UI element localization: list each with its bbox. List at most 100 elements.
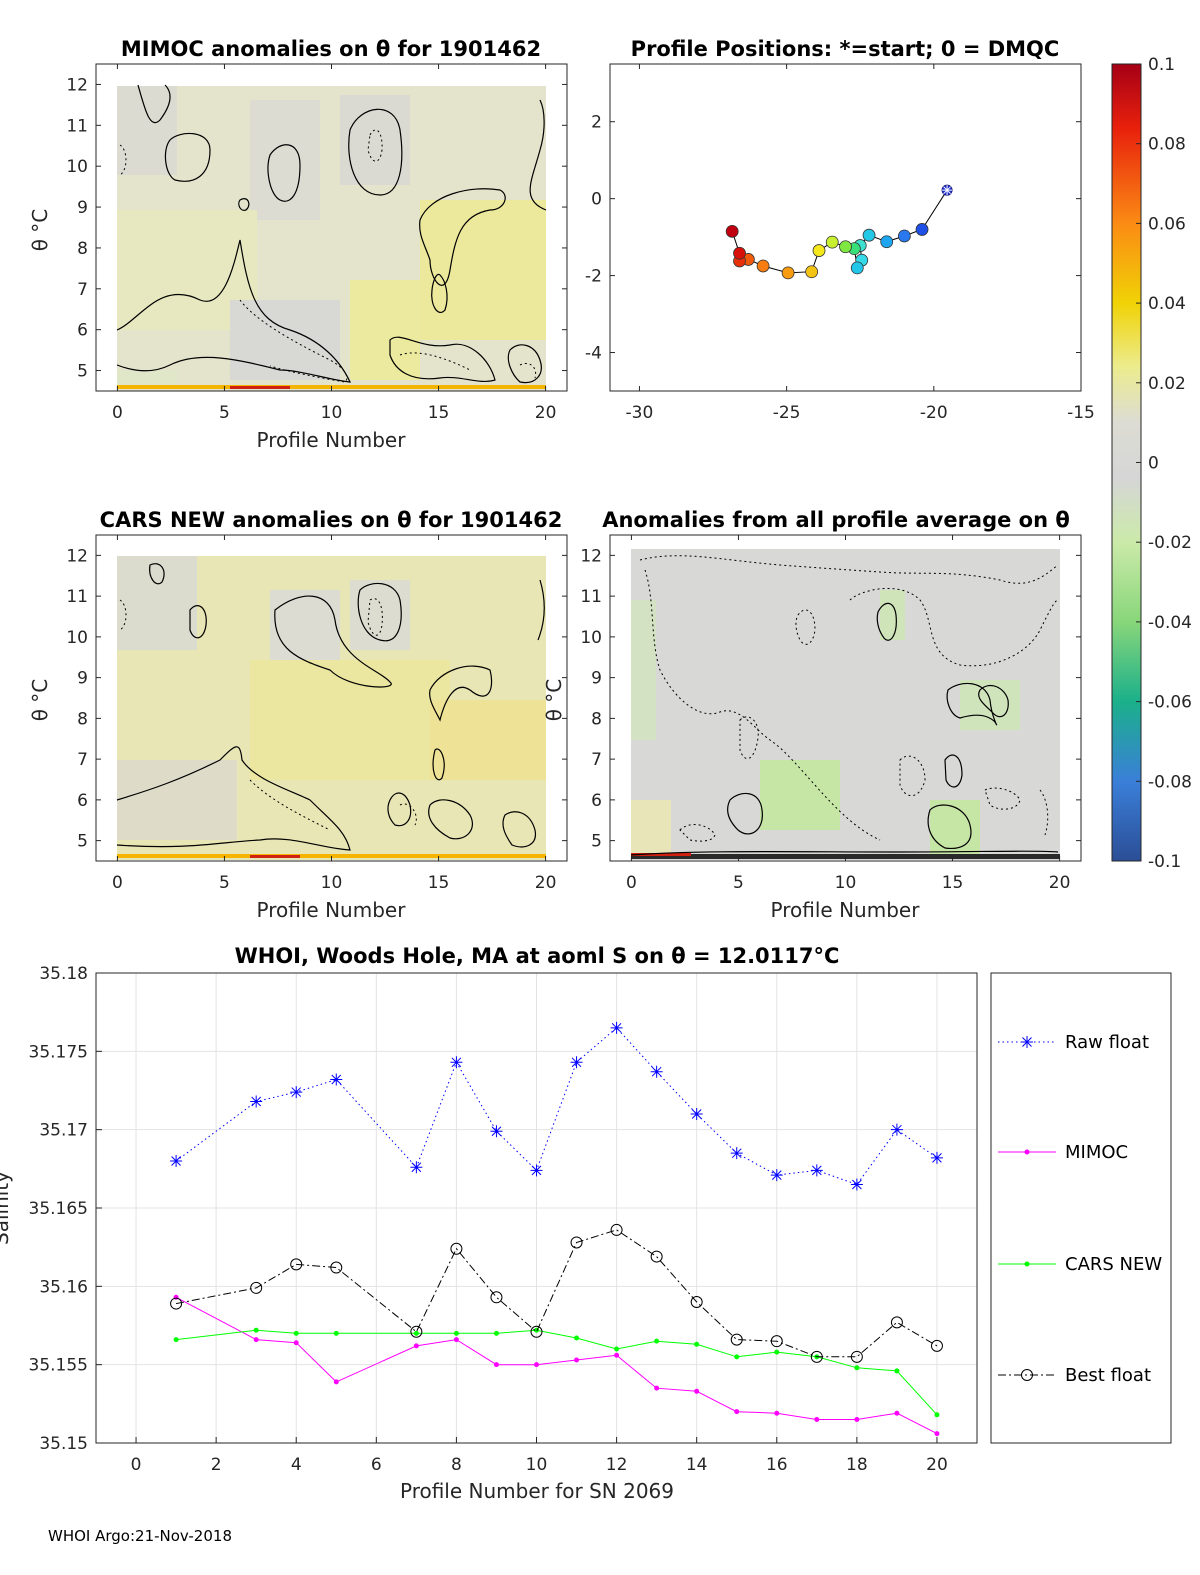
- y-tick-label: 7: [77, 280, 88, 300]
- salinity-title: WHOI, Woods Hole, MA at aoml S on θ = 12…: [235, 944, 840, 968]
- data-point: [610, 1223, 623, 1236]
- data-point: [894, 1410, 900, 1416]
- x-tick-label: 0: [112, 403, 123, 423]
- profile-position-marker: [839, 240, 852, 254]
- colorbar-tick-label: -0.02: [1148, 533, 1192, 553]
- data-point: [934, 1431, 940, 1437]
- y-tick-label: 12: [580, 546, 602, 566]
- data-point: [450, 1056, 463, 1069]
- profile-position-marker: [915, 223, 929, 236]
- data-point: [534, 1362, 539, 1368]
- cars-contours: [116, 563, 545, 851]
- data-point: [453, 1330, 459, 1336]
- data-point: [814, 1417, 820, 1422]
- colorbar-tick-label: 0.04: [1148, 294, 1186, 314]
- salinity-xlabel: Profile Number for SN 2069: [400, 1479, 674, 1503]
- x-tick-label: 0: [626, 873, 637, 893]
- y-tick-label: 5: [77, 362, 88, 382]
- data-point: [890, 1316, 903, 1329]
- x-tick-label: 18: [846, 1455, 868, 1475]
- data-point: [770, 1335, 783, 1348]
- data-point: [453, 1337, 459, 1343]
- start-star-icon: [942, 185, 953, 196]
- allavg-contours: [630, 602, 1059, 856]
- y-tick-label: 35.155: [29, 1356, 88, 1376]
- x-tick-label: 8: [451, 1455, 462, 1475]
- legend-marker: [1024, 1261, 1030, 1267]
- data-point: [253, 1327, 259, 1333]
- x-tick-label: 4: [291, 1455, 302, 1475]
- mimoc-contours: [116, 84, 547, 384]
- y-tick-label: 6: [77, 791, 88, 811]
- y-tick-label: 7: [77, 750, 88, 770]
- y-tick-label: -4: [585, 344, 602, 364]
- x-tick-label: 15: [942, 873, 964, 893]
- data-point: [890, 1123, 903, 1136]
- data-point: [490, 1291, 503, 1304]
- x-tick-label: 10: [321, 403, 343, 423]
- series-line: [175, 1296, 938, 1435]
- x-tick-label: 20: [1049, 873, 1071, 893]
- x-tick-label: 0: [112, 873, 123, 893]
- x-tick-label: 10: [835, 873, 857, 893]
- x-tick-label: 5: [733, 873, 744, 893]
- data-point: [410, 1161, 423, 1174]
- x-tick-label: 12: [606, 1455, 628, 1475]
- y-tick-label: 10: [66, 628, 88, 648]
- data-point: [730, 1333, 743, 1346]
- colorbar-tick-label: -0.08: [1148, 772, 1192, 792]
- colorbar-tick-label: 0.1: [1148, 55, 1175, 75]
- allavg-ylabel: θ °C: [542, 679, 566, 722]
- data-point: [774, 1410, 780, 1416]
- x-tick-label: 10: [321, 873, 343, 893]
- data-point: [610, 1021, 623, 1034]
- data-point: [730, 1147, 743, 1160]
- profile-position-marker: [805, 265, 819, 279]
- data-point: [170, 1155, 183, 1167]
- allavg-panel: Anomalies from all profile average on θ: [542, 508, 1082, 922]
- x-tick-label: 15: [428, 873, 450, 893]
- x-tick-label: 2: [211, 1455, 222, 1475]
- x-tick-label: -30: [626, 403, 654, 423]
- data-point: [293, 1340, 299, 1346]
- data-point: [410, 1325, 423, 1338]
- y-tick-label: 35.16: [39, 1277, 88, 1297]
- data-point: [330, 1073, 343, 1086]
- y-tick-label: 8: [77, 709, 88, 729]
- data-point: [493, 1330, 499, 1336]
- x-tick-label: 0: [131, 1455, 142, 1475]
- cars-dotted: [119, 598, 417, 831]
- data-point: [570, 1236, 583, 1249]
- y-tick-label: 9: [77, 198, 88, 218]
- y-tick-label: 35.17: [39, 1121, 88, 1141]
- data-point: [530, 1325, 543, 1338]
- profile-position-marker: [862, 228, 876, 242]
- profile-position-marker: [850, 261, 864, 275]
- data-point: [333, 1379, 339, 1385]
- data-point: [654, 1338, 660, 1344]
- mimoc-xlabel: Profile Number: [257, 428, 407, 452]
- x-tick-label: 20: [535, 403, 557, 423]
- legend-marker: [1024, 1149, 1030, 1155]
- y-tick-label: 10: [66, 157, 88, 177]
- x-tick-label: 14: [686, 1455, 708, 1475]
- colorbar-tick-label: 0.06: [1148, 214, 1186, 234]
- y-tick-label: 11: [580, 587, 602, 607]
- colorbar-tick-label: -0.1: [1148, 852, 1181, 872]
- x-tick-label: -25: [773, 403, 801, 423]
- data-point: [570, 1056, 583, 1069]
- legend-label: Best float: [1065, 1365, 1151, 1386]
- data-point: [413, 1343, 419, 1349]
- legend-label: MIMOC: [1065, 1142, 1128, 1163]
- data-point: [654, 1385, 660, 1391]
- y-tick-label: 2: [591, 113, 602, 133]
- data-point: [810, 1350, 823, 1363]
- data-point: [930, 1151, 943, 1164]
- mimoc-dotted: [119, 129, 537, 383]
- mimoc-title: MIMOC anomalies on θ for 1901462: [121, 37, 541, 61]
- data-point: [850, 1178, 863, 1191]
- data-point: [650, 1250, 663, 1263]
- data-point: [250, 1281, 263, 1294]
- x-tick-label: 20: [535, 873, 557, 893]
